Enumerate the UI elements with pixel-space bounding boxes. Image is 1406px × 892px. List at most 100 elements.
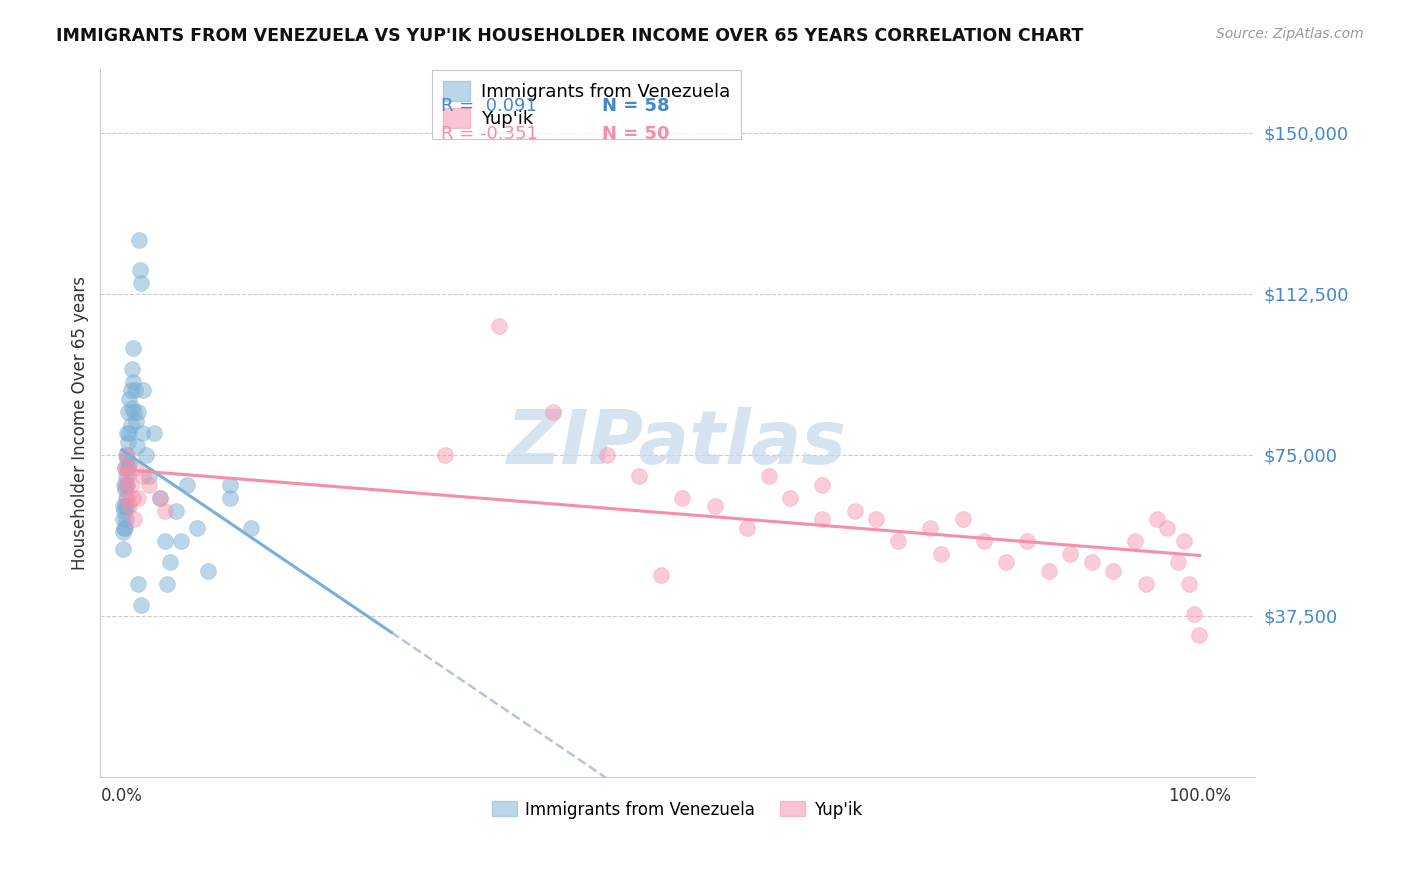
Point — [1188, 628, 1211, 642]
Point — [1059, 547, 1081, 561]
Point — [114, 500, 136, 514]
Point — [758, 469, 780, 483]
Point — [111, 542, 134, 557]
Point — [127, 576, 149, 591]
Point — [124, 384, 146, 398]
Point — [111, 525, 134, 540]
Point — [165, 504, 187, 518]
Point — [112, 521, 135, 535]
Point — [121, 362, 143, 376]
Point — [952, 512, 974, 526]
Point — [115, 491, 138, 505]
Point — [118, 392, 141, 406]
Point — [127, 491, 149, 505]
Legend: Immigrants from Venezuela, Yup'ik: Immigrants from Venezuela, Yup'ik — [485, 794, 869, 825]
Point — [176, 478, 198, 492]
Point — [115, 469, 138, 483]
Point — [120, 384, 142, 398]
Point — [1038, 564, 1060, 578]
Point — [111, 500, 134, 514]
Point — [129, 263, 152, 277]
Point — [920, 521, 942, 535]
Point — [125, 413, 148, 427]
Point — [118, 426, 141, 441]
Point — [115, 478, 138, 492]
Point — [122, 405, 145, 419]
Point — [159, 555, 181, 569]
Point — [114, 521, 136, 535]
Point — [111, 512, 134, 526]
Point — [122, 512, 145, 526]
Point — [121, 401, 143, 415]
Point — [994, 555, 1017, 569]
Point — [671, 491, 693, 505]
Point — [131, 276, 153, 290]
Point — [117, 478, 139, 492]
Point — [149, 491, 172, 505]
Text: N = 50: N = 50 — [602, 126, 669, 144]
Point — [153, 533, 176, 548]
Point — [112, 478, 135, 492]
Point — [117, 426, 139, 441]
Point — [186, 521, 208, 535]
Point — [115, 512, 138, 526]
Point — [153, 504, 176, 518]
Text: Source: ZipAtlas.com: Source: ZipAtlas.com — [1216, 27, 1364, 41]
Text: R = -0.351: R = -0.351 — [440, 126, 537, 144]
Point — [811, 512, 834, 526]
Point — [143, 426, 166, 441]
Point — [596, 448, 619, 462]
Point — [114, 460, 136, 475]
Point — [114, 460, 136, 475]
Point — [118, 500, 141, 514]
Point — [240, 521, 263, 535]
Point — [1135, 576, 1157, 591]
Point — [117, 500, 139, 514]
Point — [488, 319, 510, 334]
Point — [132, 384, 155, 398]
Point — [1178, 576, 1201, 591]
Point — [844, 504, 866, 518]
Point — [703, 500, 725, 514]
Point — [115, 448, 138, 462]
Point — [117, 452, 139, 467]
Point — [121, 375, 143, 389]
Point — [117, 448, 139, 462]
Point — [218, 478, 240, 492]
Point — [117, 491, 139, 505]
Point — [1123, 533, 1146, 548]
Point — [650, 568, 672, 582]
Point — [887, 533, 910, 548]
Text: R =  0.091: R = 0.091 — [440, 97, 537, 115]
Point — [1167, 555, 1189, 569]
Point — [138, 469, 160, 483]
Point — [117, 405, 139, 419]
Point — [1173, 533, 1195, 548]
Point — [117, 460, 139, 475]
Point — [779, 491, 801, 505]
Point — [125, 439, 148, 453]
Point — [973, 533, 995, 548]
Point — [156, 576, 179, 591]
Point — [138, 478, 160, 492]
Point — [1102, 564, 1125, 578]
Point — [121, 491, 143, 505]
Point — [434, 448, 457, 462]
Point — [120, 478, 142, 492]
Point — [127, 405, 149, 419]
Text: N = 58: N = 58 — [602, 97, 669, 115]
Point — [1182, 607, 1205, 621]
Y-axis label: Householder Income Over 65 years: Householder Income Over 65 years — [72, 276, 89, 570]
Point — [541, 405, 564, 419]
Point — [1156, 521, 1178, 535]
Point — [121, 341, 143, 355]
Point — [131, 426, 153, 441]
Point — [628, 469, 651, 483]
Text: IMMIGRANTS FROM VENEZUELA VS YUP'IK HOUSEHOLDER INCOME OVER 65 YEARS CORRELATION: IMMIGRANTS FROM VENEZUELA VS YUP'IK HOUS… — [56, 27, 1084, 45]
Point — [1081, 555, 1104, 569]
Point — [118, 457, 141, 471]
Point — [124, 460, 146, 475]
Point — [131, 598, 153, 612]
Point — [170, 533, 193, 548]
Point — [811, 478, 834, 492]
